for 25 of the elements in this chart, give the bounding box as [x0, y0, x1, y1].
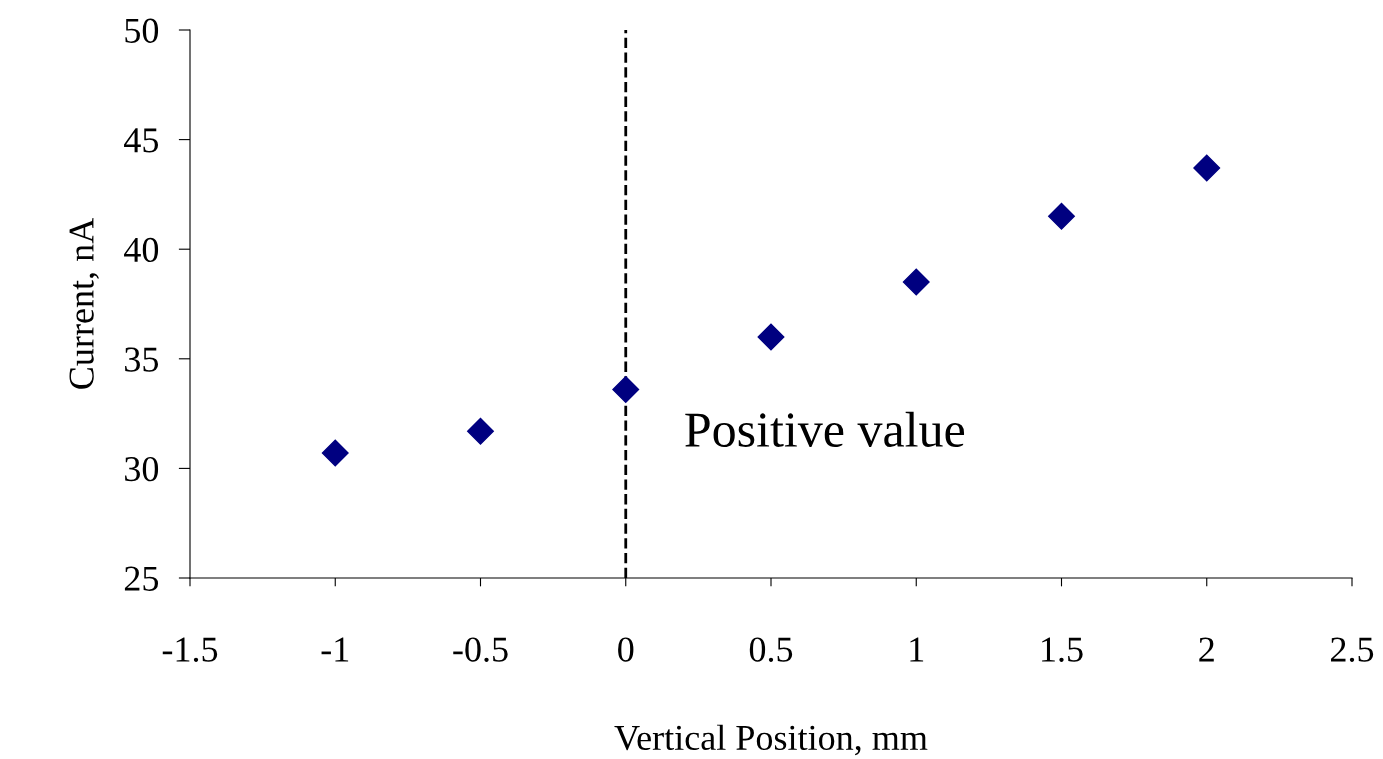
y-tick-label: 25: [124, 566, 159, 591]
y-tick-label: 45: [124, 128, 159, 153]
point: [612, 376, 640, 403]
x-tick-label: 2: [1199, 637, 1214, 662]
y-axis-title: Current, nA: [69, 218, 99, 389]
x-tick-label: 1.5: [1042, 637, 1083, 662]
x-tick-label: 1: [910, 637, 924, 662]
y-tick-label: 50: [125, 18, 159, 43]
point: [1048, 202, 1075, 230]
y-tick-label: 35: [125, 347, 159, 372]
x-axis-title: Vertical Position, mm: [614, 724, 928, 756]
y-tick-label: 30: [125, 456, 159, 482]
x-tick-label: -1: [321, 637, 349, 662]
x-tick-label: 0.5: [749, 637, 793, 662]
annotation: Positive value: [685, 411, 965, 447]
point: [1193, 154, 1221, 182]
point: [321, 439, 349, 467]
x-tick-label: 0: [618, 637, 634, 662]
point: [902, 268, 930, 296]
x-tick-label: 2.5: [1331, 637, 1374, 662]
y-tick-label: 40: [124, 237, 159, 263]
point: [467, 417, 494, 445]
x-tick-label: -0.5: [453, 637, 508, 662]
x-tick-label: -1.5: [162, 637, 218, 662]
point: [757, 323, 785, 351]
